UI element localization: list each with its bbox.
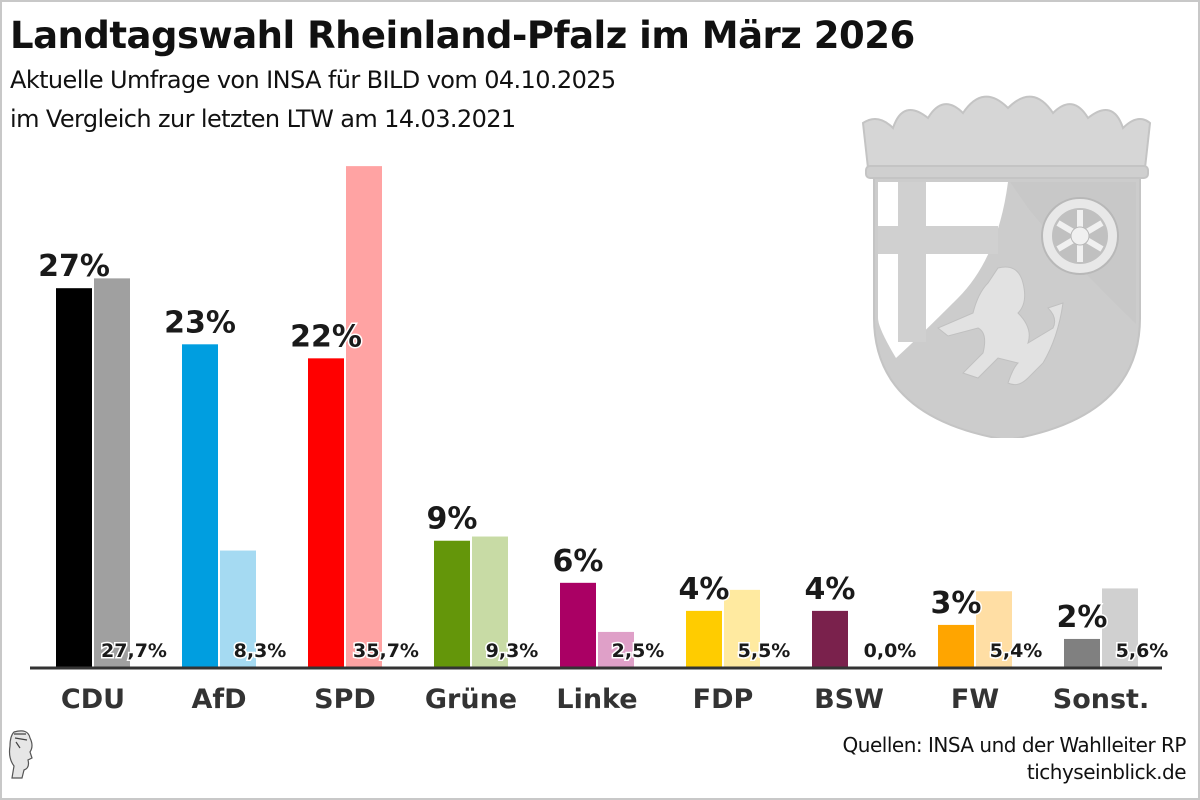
bar-2021-linke xyxy=(598,631,634,667)
bar-2021-fw xyxy=(976,591,1012,667)
poll-value-label: 4% xyxy=(805,572,856,607)
result-2021-value-label: 2,5% xyxy=(612,640,665,662)
result-2021-value-label: 35,7% xyxy=(353,640,419,662)
bar-2021-cdu xyxy=(94,278,130,667)
poll-value-label: 9% xyxy=(427,502,478,537)
bar-poll-linke xyxy=(560,582,596,667)
category-label-afd: AfD xyxy=(191,684,246,715)
category-label-sonst: Sonst. xyxy=(1053,684,1149,715)
coat-of-arms-icon xyxy=(861,95,1152,438)
category-label-linke: Linke xyxy=(556,684,637,715)
poll-value-label: 27% xyxy=(38,249,110,284)
bar-poll-sonst xyxy=(1064,638,1100,667)
poll-value-label: 23% xyxy=(164,305,236,340)
category-label-bsw: BSW xyxy=(814,684,884,715)
result-2021-value-label: 5,5% xyxy=(738,640,791,662)
bar-2021-spd xyxy=(346,166,382,667)
poll-value-label: 2% xyxy=(1057,600,1108,635)
result-2021-value-label: 8,3% xyxy=(234,640,287,662)
bar-poll-cdu xyxy=(56,288,92,667)
website-credit: tichyseinblick.de xyxy=(1026,760,1187,784)
chart-subtitle-comparison: im Vergleich zur letzten LTW am 14.03.20… xyxy=(10,105,516,133)
category-label-cdu: CDU xyxy=(61,684,125,715)
result-2021-value-label: 27,7% xyxy=(101,640,167,662)
poll-value-label: 6% xyxy=(553,544,604,579)
chart-title: Landtagswahl Rheinland-Pfalz im März 202… xyxy=(10,14,915,57)
bar-2021-afd xyxy=(220,550,256,667)
bar-2021-sonst xyxy=(1102,588,1138,667)
poll-value-label: 4% xyxy=(679,572,730,607)
category-label-fdp: FDP xyxy=(693,684,754,715)
result-2021-value-label: 5,6% xyxy=(1116,640,1169,662)
bar-poll-afd xyxy=(182,344,218,667)
bar-poll-spd xyxy=(308,358,344,667)
poll-value-label: 3% xyxy=(931,586,982,621)
result-2021-value-label: 9,3% xyxy=(486,640,539,662)
category-label-spd: SPD xyxy=(314,684,376,715)
result-2021-value-label: 5,4% xyxy=(990,640,1043,662)
category-label-grüne: Grüne xyxy=(425,684,517,715)
publisher-logo-icon xyxy=(8,730,33,779)
category-label-fw: FW xyxy=(951,684,999,715)
bar-poll-fdp xyxy=(686,610,722,667)
bar-2021-fdp xyxy=(724,589,760,667)
poll-value-label: 22% xyxy=(290,319,362,354)
bar-2021-grüne xyxy=(472,536,508,667)
chart-subtitle-poll: Aktuelle Umfrage von INSA für BILD vom 0… xyxy=(10,66,616,94)
bar-poll-grüne xyxy=(434,540,470,667)
bar-poll-bsw xyxy=(812,610,848,667)
result-2021-value-label: 0,0% xyxy=(864,640,917,662)
source-note: Quellen: INSA und der Wahlleiter RP xyxy=(842,733,1187,757)
bar-poll-fw xyxy=(938,624,974,667)
